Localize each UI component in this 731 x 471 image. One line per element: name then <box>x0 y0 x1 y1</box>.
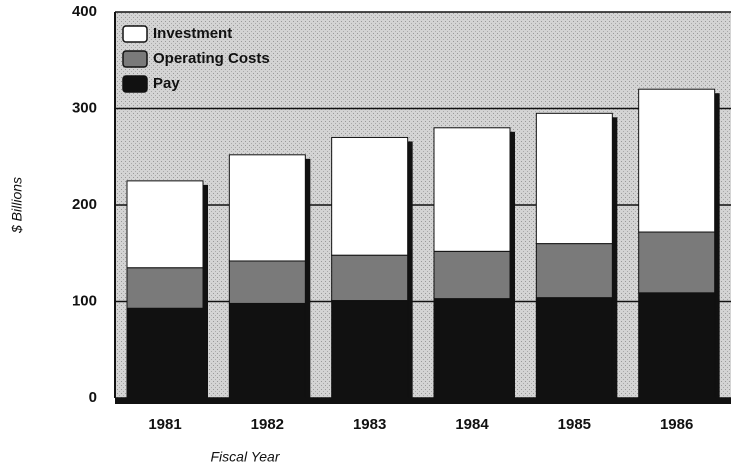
bar-segment <box>126 267 204 309</box>
legend-swatch <box>122 50 148 68</box>
bar-segment <box>535 112 613 245</box>
legend-swatch <box>122 75 148 93</box>
bar-segment <box>331 300 409 399</box>
bar-segment <box>228 302 306 399</box>
y-tick-label: 200 <box>72 196 97 213</box>
y-tick-label: 300 <box>72 99 97 116</box>
x-tick-label: 1985 <box>558 416 591 433</box>
bar-segment <box>331 136 409 256</box>
x-tick-label: 1982 <box>251 416 284 433</box>
x-axis-label: Fiscal Year <box>211 449 281 465</box>
bar-segment <box>126 307 204 399</box>
y-tick-label: 400 <box>72 3 97 20</box>
bar-segment <box>638 88 716 233</box>
legend-label: Investment <box>153 25 232 42</box>
bar-segment <box>638 292 716 399</box>
legend-swatch <box>122 25 148 43</box>
x-tick-label: 1986 <box>660 416 693 433</box>
bar-segment <box>433 127 511 252</box>
bar-segment <box>228 154 306 262</box>
bar-segment <box>331 254 409 302</box>
x-tick-label: 1984 <box>455 416 489 433</box>
bar-segment <box>228 260 306 304</box>
bar-segment <box>535 243 613 299</box>
legend-label: Operating Costs <box>153 50 270 67</box>
x-tick-label: 1983 <box>353 416 386 433</box>
bar-segment <box>433 298 511 399</box>
x-tick-label: 1981 <box>148 416 181 433</box>
y-axis-label: $ Billions <box>9 177 25 234</box>
legend-label: Pay <box>153 75 180 92</box>
y-tick-label: 0 <box>89 389 97 406</box>
bar-segment <box>433 250 511 300</box>
y-tick-label: 100 <box>72 292 97 309</box>
bar-segment <box>535 297 613 399</box>
bar-segment <box>126 180 204 269</box>
bar-segment <box>638 231 716 294</box>
